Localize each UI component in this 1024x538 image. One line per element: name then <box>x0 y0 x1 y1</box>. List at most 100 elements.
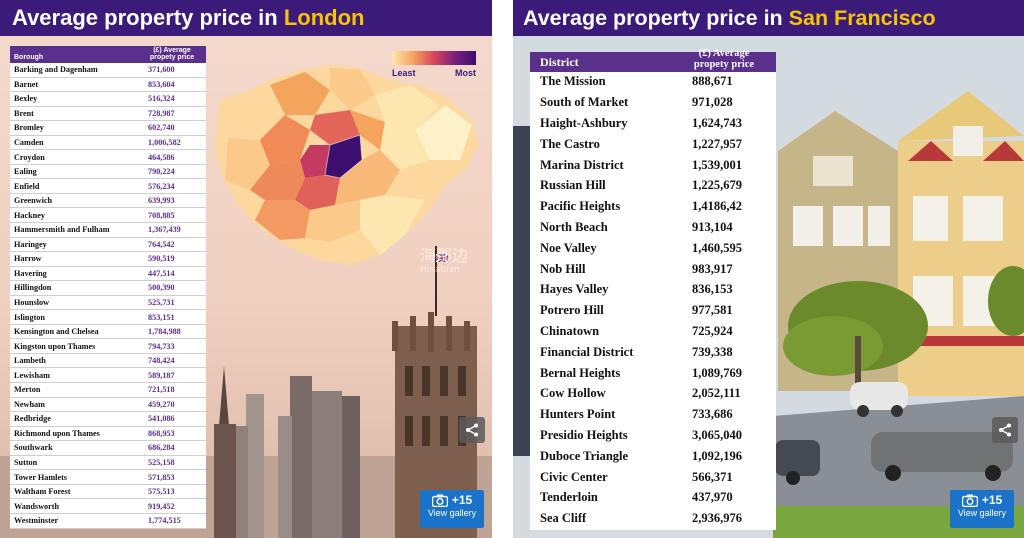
map-region <box>415 105 472 160</box>
table-row: Newham 459,270 <box>10 398 206 413</box>
watermark: 海那边 Hinabian <box>420 248 468 275</box>
row-price: 541,086 <box>148 414 175 424</box>
row-name: Duboce Triangle <box>540 448 629 463</box>
london-view-gallery-button[interactable]: +15 View gallery <box>420 490 484 528</box>
table-row: Islington 853,151 <box>10 310 206 325</box>
table-row: Bernal Heights 1,089,769 <box>530 363 776 384</box>
table-row: Barking and Dagenham 371,600 <box>10 63 206 78</box>
row-price: 576,234 <box>148 181 175 191</box>
table-row: Tower Hamlets 571,853 <box>10 470 206 485</box>
header-price-line2: propety price <box>149 54 195 61</box>
row-price: 686,284 <box>148 443 175 453</box>
row-name: Kensington and Chelsea <box>14 327 99 337</box>
row-name: Haringey <box>14 239 47 249</box>
table-row: Lewisham 589,187 <box>10 368 206 384</box>
sf-title-prefix: Average property price in <box>523 6 789 30</box>
row-price: 2,936,976 <box>692 511 742 526</box>
row-price: 1,624,743 <box>692 115 742 130</box>
london-share-button[interactable] <box>459 417 485 443</box>
row-name: Westminster <box>14 516 59 526</box>
map-region <box>375 85 440 130</box>
table-row: Hillingdon 500,390 <box>10 281 206 296</box>
row-price: 371,600 <box>148 65 175 75</box>
row-price: 516,324 <box>148 94 175 104</box>
row-price: 589,187 <box>148 370 175 380</box>
table-row: Hunters Point 733,686 <box>530 404 776 426</box>
table-row: Financial District 739,338 <box>530 342 776 364</box>
row-price: 500,390 <box>148 283 175 293</box>
row-name: Brent <box>14 108 34 118</box>
table-row: Civic Center 566,371 <box>530 467 776 488</box>
map-region <box>270 72 330 115</box>
sf-view-gallery-button[interactable]: +15 View gallery <box>950 490 1014 528</box>
london-title: Average property price in London <box>0 0 492 36</box>
row-price: 464,586 <box>148 152 175 162</box>
row-name: Croydon <box>14 152 45 162</box>
row-price: 913,104 <box>692 219 733 234</box>
table-row: Haight-Ashbury 1,624,743 <box>530 113 776 135</box>
row-name: Southwark <box>14 443 53 453</box>
row-name: Hillingdon <box>14 283 52 293</box>
row-name: Tower Hamlets <box>14 472 67 482</box>
row-name: Barking and Dagenham <box>14 65 98 75</box>
row-name: Richmond upon Thames <box>14 428 100 438</box>
table-row: Bromley 602,740 <box>10 121 206 136</box>
row-name: Presidio Heights <box>540 427 628 442</box>
row-price: 853,151 <box>148 312 175 322</box>
table-row: Greenwich 639,993 <box>10 194 206 209</box>
map-region <box>385 160 460 200</box>
table-row: Kensington and Chelsea 1,784,988 <box>10 325 206 340</box>
london-panel: Average property price in London <box>0 0 492 538</box>
row-name: Newham <box>14 399 45 409</box>
header-price-line1: (£) Average <box>698 48 750 59</box>
row-name: Pacific Heights <box>540 199 621 214</box>
row-price: 1,227,957 <box>692 136 742 151</box>
map-region <box>360 195 425 255</box>
row-price: 739,338 <box>692 344 733 359</box>
row-price: 983,917 <box>692 261 733 276</box>
row-name: Wandsworth <box>14 501 60 511</box>
table-row: Camden 1,006,582 <box>10 136 206 151</box>
table-row: Hackney 708,885 <box>10 208 206 224</box>
row-price: 853,604 <box>148 79 175 89</box>
row-price: 2,052,111 <box>692 386 741 401</box>
row-price: 888,671 <box>692 74 733 89</box>
row-price: 868,953 <box>148 428 175 438</box>
map-region <box>330 68 375 110</box>
header-price-line1: (£) Average <box>153 47 191 54</box>
sf-table-body: The Mission 888,671 South of Market 971,028… <box>530 72 776 530</box>
table-row: Lambeth 748,424 <box>10 354 206 369</box>
map-region <box>260 115 310 165</box>
row-name: Chinatown <box>540 323 600 338</box>
camera-icon <box>431 494 448 507</box>
row-name: Hammersmith and Fulham <box>14 225 110 235</box>
table-row: Nob Hill 983,917 <box>530 259 776 280</box>
row-name: Hunters Point <box>540 407 616 422</box>
sf-panel: Average property price in San Francisco <box>513 0 1024 538</box>
row-name: Haight-Ashbury <box>540 115 628 130</box>
map-legend: Least Most <box>392 51 476 83</box>
row-name: South of Market <box>540 95 629 110</box>
row-price: 639,993 <box>148 196 175 206</box>
row-name: Lambeth <box>14 356 46 366</box>
row-name: Lewisham <box>14 370 50 380</box>
row-price: 1,784,988 <box>148 327 181 337</box>
row-name: Enfield <box>14 181 40 191</box>
row-price: 764,542 <box>148 239 175 249</box>
table-row: Brent 728,987 <box>10 107 206 122</box>
sf-title-city: San Francisco <box>788 6 936 30</box>
sf-share-button[interactable] <box>992 417 1018 443</box>
row-name: Financial District <box>540 344 634 359</box>
legend-least-label: Least <box>392 68 416 78</box>
row-price: 733,686 <box>692 407 733 422</box>
gallery-count: +15 <box>451 493 473 507</box>
row-price: 1,774,515 <box>148 516 181 526</box>
london-title-prefix: Average property price in <box>12 5 284 30</box>
row-price: 977,581 <box>692 303 733 318</box>
row-price: 1,089,769 <box>692 365 742 380</box>
row-name: Potrero Hill <box>540 303 604 318</box>
table-row: Hayes Valley 836,153 <box>530 279 776 301</box>
map-region <box>295 175 340 210</box>
sf-price-table: District (£) Average propety price The M… <box>530 48 776 530</box>
gallery-label: View gallery <box>427 508 477 518</box>
